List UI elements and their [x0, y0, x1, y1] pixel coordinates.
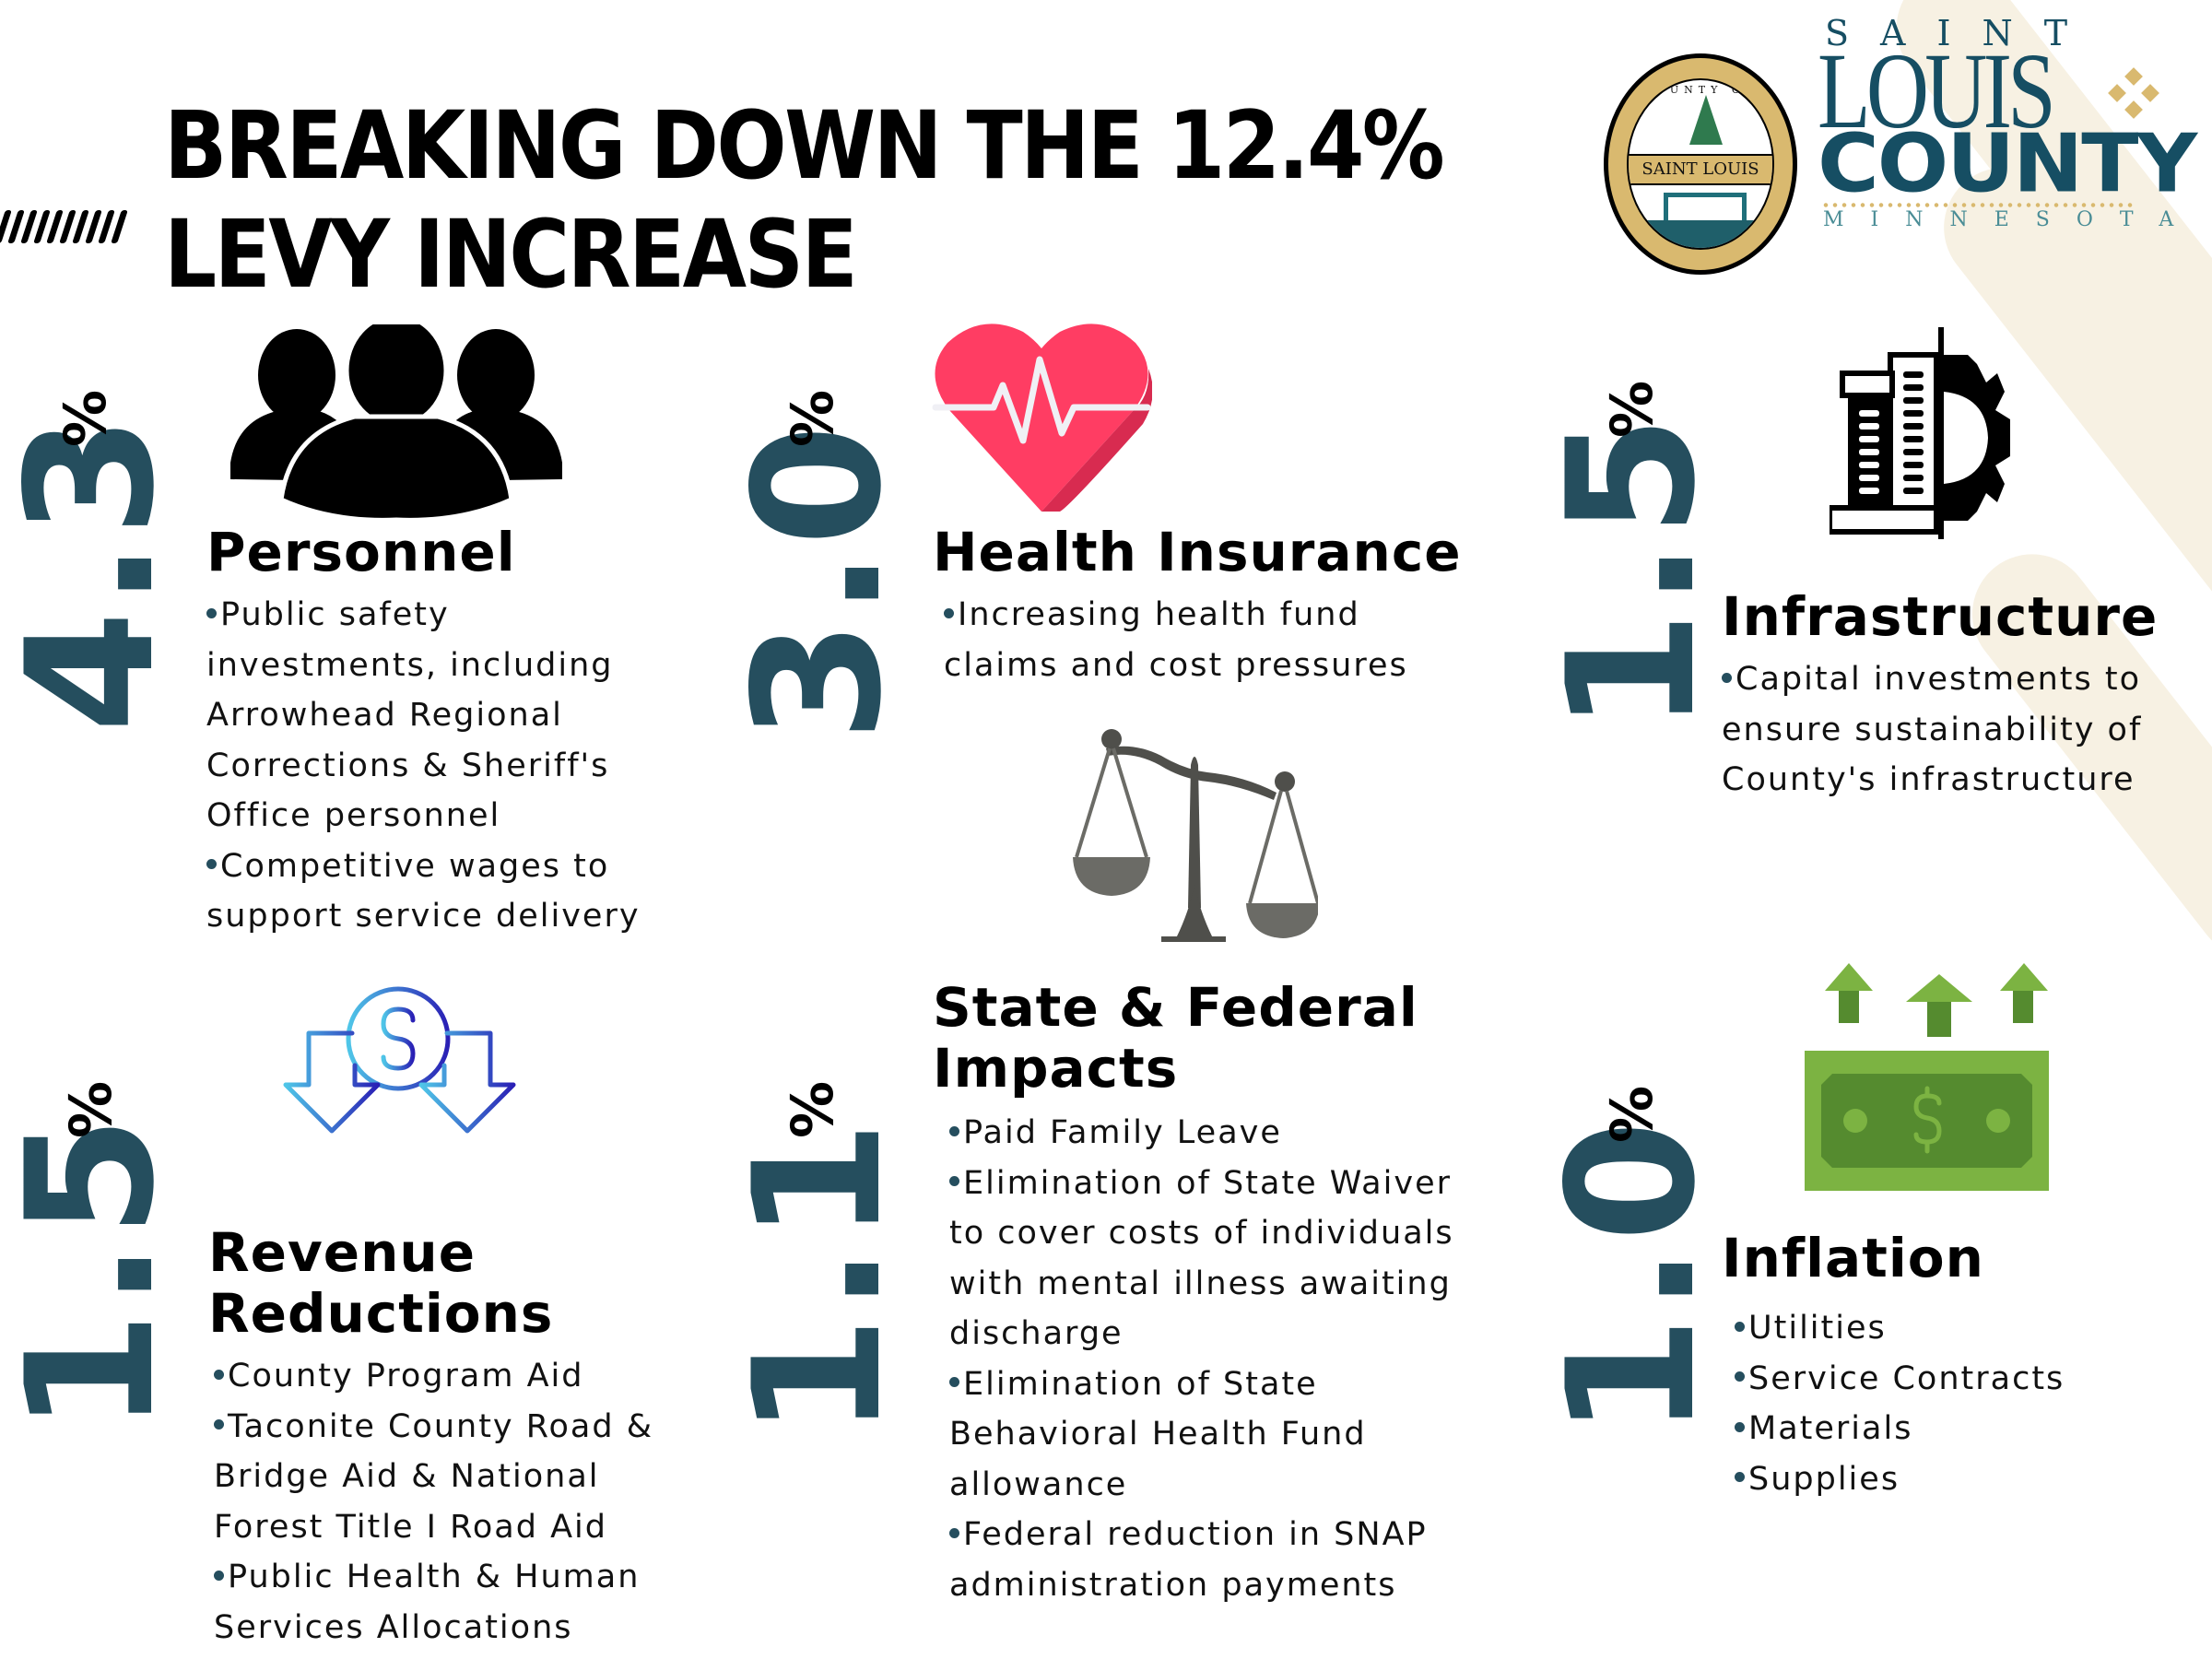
- bullets-health-insurance: Increasing health fund claims and cost p…: [944, 590, 1460, 690]
- bullet-dot-icon: [206, 859, 217, 869]
- logo-minnesota: MINNESOTA: [1823, 208, 2201, 231]
- bullet-continuation: Forest Title I Road Aid: [214, 1508, 607, 1546]
- heading-inflation: Inflation: [1722, 1227, 1984, 1289]
- seal-band-text: SAINT LOUIS: [1629, 154, 1772, 185]
- heading-line: State & Federal: [933, 976, 1418, 1039]
- heading-state-federal: State & Federal Impacts: [933, 977, 1418, 1099]
- bullet-continuation: ensure sustainability of: [1722, 711, 2143, 748]
- bullet-continuation: Arrowhead Regional: [206, 697, 563, 734]
- logo-county: COUNTY: [1818, 116, 2197, 211]
- logo-saint: SAINT: [1825, 13, 2100, 53]
- title-line-2: LEVY INCREASE: [164, 200, 858, 310]
- heading-personnel: Personnel: [206, 521, 516, 583]
- logo-dotted-rule: [1821, 203, 2135, 207]
- bullet-item: Taconite County Road &: [214, 1402, 712, 1453]
- bullet-continuation: Bridge Aid & National: [214, 1458, 600, 1495]
- county-seal: COUNTY OF SAINT LOUIS: [1604, 53, 1797, 275]
- bullet-continuation: with mental illness awaiting: [949, 1265, 1452, 1302]
- bullet-continuation: County's infrastructure: [1722, 761, 2136, 798]
- bullet-continuation: Services Allocations: [214, 1608, 573, 1646]
- bullets-inflation: Utilities Service Contracts Materials Su…: [1735, 1303, 2177, 1504]
- bullet-dot-icon: [206, 607, 217, 618]
- heading-line: Revenue: [208, 1221, 477, 1284]
- tree-icon: [1689, 95, 1723, 145]
- bullet-continuation: allowance: [949, 1465, 1128, 1503]
- bullet-item: Capital investments to: [1722, 654, 2210, 705]
- logo-louis: LOUIS: [1818, 30, 2056, 151]
- bullet-item: Increasing health fund: [944, 590, 1460, 641]
- bullet-continuation: Office personnel: [206, 797, 501, 834]
- diamonds-icon: [2108, 67, 2159, 119]
- bullet-continuation: claims and cost pressures: [944, 646, 1408, 684]
- bullet-dot-icon: [1735, 1421, 1745, 1432]
- heart-pulse-icon: [932, 324, 1152, 512]
- heading-infrastructure: Infrastructure: [1722, 585, 2159, 648]
- percent-sign: %: [1598, 380, 1665, 438]
- bullet-item: Public Health & Human: [214, 1552, 712, 1603]
- heading-health-insurance: Health Insurance: [933, 521, 1462, 583]
- bullet-continuation: investments, including: [206, 646, 614, 684]
- bullet-continuation: to cover costs of individuals: [949, 1215, 1454, 1252]
- bullets-revenue-reductions: County Program Aid Taconite County Road …: [214, 1351, 712, 1653]
- bullet-item: County Program Aid: [214, 1351, 712, 1402]
- percent-value: 1.5: [1530, 411, 1734, 733]
- bullet-dot-icon: [1735, 1371, 1745, 1382]
- bullet-dot-icon: [1722, 672, 1732, 683]
- balance-scale-icon: [1073, 729, 1318, 942]
- bullets-infrastructure: Capital investments to ensure sustainabi…: [1722, 654, 2210, 806]
- bullet-item: Utilities: [1735, 1303, 2177, 1354]
- bullets-state-federal: Paid Family Leave Elimination of State W…: [949, 1108, 1502, 1610]
- percent-sign: %: [779, 389, 846, 447]
- bullet-dot-icon: [949, 1377, 959, 1387]
- bullet-item: Service Contracts: [1735, 1354, 2177, 1405]
- page-title: BREAKING DOWN THE 12.4% LEVY INCREASE: [164, 91, 1445, 310]
- bridge-icon: [1664, 193, 1747, 239]
- money-up-arrows-icon: [1805, 963, 2049, 1191]
- bullet-item: Competitive wages to: [206, 841, 686, 892]
- seal-top-text: COUNTY OF: [1642, 84, 1759, 96]
- percent-sign: %: [52, 389, 119, 447]
- title-line-1: BREAKING DOWN THE 12.4%: [164, 91, 1445, 201]
- water-icon: [1629, 220, 1772, 248]
- percent-value: 1.5: [0, 1112, 193, 1433]
- percent-value: 1.0: [1530, 1116, 1734, 1438]
- building-gear-icon: [1830, 327, 2010, 539]
- bullet-continuation: support service delivery: [206, 898, 641, 935]
- percent-value: 1.1: [716, 1116, 920, 1438]
- percent-value: 4.3: [0, 411, 193, 733]
- bullet-item: Elimination of State Waiver: [949, 1159, 1502, 1209]
- percent-sign: %: [1598, 1085, 1665, 1143]
- bullet-dot-icon: [214, 1419, 224, 1430]
- people-group-icon: [230, 324, 562, 518]
- bullet-dot-icon: [1735, 1472, 1745, 1482]
- bullet-item: Elimination of State: [949, 1359, 1502, 1410]
- bullet-item: Public safety: [206, 590, 686, 641]
- bullet-dot-icon: [1735, 1321, 1745, 1332]
- bullet-dot-icon: [214, 1570, 224, 1581]
- heading-revenue-reductions: Revenue Reductions: [208, 1222, 553, 1344]
- bullet-dot-icon: [944, 607, 954, 618]
- bullet-continuation: Corrections & Sheriff's: [206, 747, 610, 784]
- percent-sign: %: [779, 1080, 846, 1138]
- bullet-continuation: discharge: [949, 1315, 1124, 1352]
- county-logo: SAINT LOUIS COUNTY MINNESOTA: [1818, 13, 2205, 231]
- bullet-item: Paid Family Leave: [949, 1108, 1502, 1159]
- dollar-down-arrows-icon: [283, 986, 516, 1134]
- bullet-item: Supplies: [1735, 1454, 2177, 1505]
- percent-value: 3.0: [716, 420, 920, 742]
- bullet-continuation: administration payments: [949, 1566, 1397, 1604]
- bullets-personnel: Public safety investments, including Arr…: [206, 590, 686, 942]
- hatch-decoration: [0, 210, 157, 243]
- bullet-dot-icon: [949, 1125, 959, 1136]
- bullet-item: Materials: [1735, 1404, 2177, 1454]
- heading-line: Reductions: [208, 1282, 554, 1345]
- heading-line: Impacts: [933, 1037, 1179, 1100]
- bullet-dot-icon: [949, 1527, 959, 1538]
- percent-sign: %: [57, 1080, 124, 1138]
- bullet-item: Federal reduction in SNAP: [949, 1510, 1502, 1560]
- bullet-dot-icon: [949, 1176, 959, 1186]
- bullet-continuation: Behavioral Health Fund: [949, 1416, 1367, 1453]
- bullet-dot-icon: [214, 1369, 224, 1380]
